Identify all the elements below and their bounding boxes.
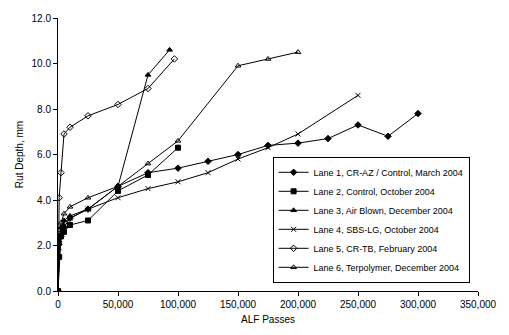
svg-text:50,000: 50,000	[103, 299, 134, 310]
svg-text:Rut Depth, mm: Rut Depth, mm	[14, 121, 25, 188]
svg-text:ALF Passes: ALF Passes	[241, 314, 295, 325]
svg-text:300,000: 300,000	[400, 299, 437, 310]
svg-text:250,000: 250,000	[340, 299, 377, 310]
svg-text:4.0: 4.0	[37, 195, 51, 206]
svg-text:150,000: 150,000	[220, 299, 257, 310]
svg-text:0: 0	[55, 299, 61, 310]
svg-text:10.0: 10.0	[32, 58, 52, 69]
svg-text:0.0: 0.0	[37, 286, 51, 297]
svg-text:Lane 6, Terpolymer, December 2: Lane 6, Terpolymer, December 2004	[314, 263, 459, 273]
svg-text:8.0: 8.0	[37, 104, 51, 115]
svg-text:Lane 4, SBS-LG, October 2004: Lane 4, SBS-LG, October 2004	[314, 225, 439, 235]
svg-text:200,000: 200,000	[280, 299, 317, 310]
svg-text:6.0: 6.0	[37, 149, 51, 160]
svg-text:Lane 5, CR-TB, February 2004: Lane 5, CR-TB, February 2004	[314, 244, 438, 254]
svg-text:Lane 1, CR-AZ / Control, March: Lane 1, CR-AZ / Control, March 2004	[314, 168, 463, 178]
svg-text:100,000: 100,000	[160, 299, 197, 310]
svg-text:Lane 3, Air Blown, December 20: Lane 3, Air Blown, December 2004	[314, 206, 453, 216]
svg-text:12.0: 12.0	[32, 13, 52, 24]
svg-text:2.0: 2.0	[37, 240, 51, 251]
svg-text:350,000: 350,000	[460, 299, 497, 310]
svg-text:Lane 2, Control, October 2004: Lane 2, Control, October 2004	[314, 187, 435, 197]
